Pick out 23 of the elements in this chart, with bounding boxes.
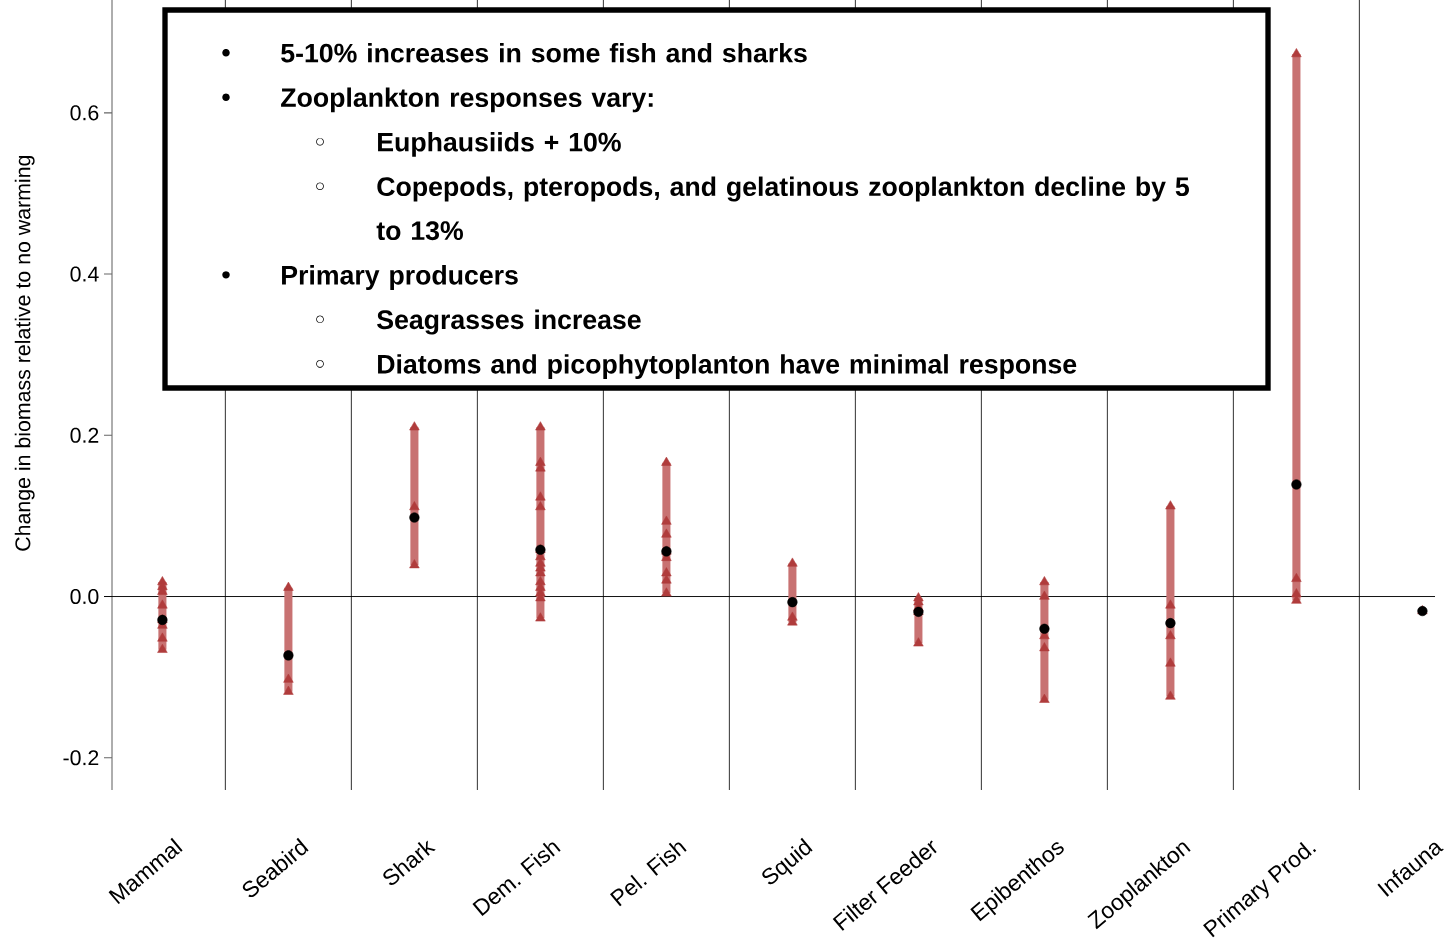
annotation: ○ xyxy=(316,360,324,368)
annotation: ● xyxy=(222,271,230,279)
y-tick-label: 0.4 xyxy=(70,266,99,282)
annotation: Primary producers xyxy=(282,265,518,290)
bar xyxy=(1292,54,1301,601)
annotation: Euphausiids + 10% xyxy=(378,132,621,157)
y-tick-label: 0.2 xyxy=(70,427,99,443)
x-tick-label: Pel. Fish xyxy=(609,842,687,907)
annotation: Zooplankton responses vary: xyxy=(281,87,653,113)
annotation: Seagrasses increase xyxy=(377,309,641,335)
annotation: ○ xyxy=(316,315,324,324)
y-tick-label: 0.0 xyxy=(70,588,99,605)
annotation: ● xyxy=(222,49,230,57)
annotation: ○ xyxy=(316,137,324,146)
y-axis-title: Change in biomass relative to no warming xyxy=(14,155,35,551)
x-tick-label: Dem. Fish xyxy=(472,842,561,916)
annotation: Copepods, pteropods, and gelatinous zooplankton decline by 5 to 13% xyxy=(376,176,1189,241)
annotation: 5-10% increases in some fish and sharks xyxy=(281,42,807,63)
y-tick-label: -0.2 xyxy=(63,750,99,766)
annotation: ○ xyxy=(316,182,324,191)
annotation: ● xyxy=(222,93,230,102)
annotation: Diatoms and picophytoplanton have minimal response xyxy=(378,354,1077,379)
y-tick-label: 0.6 xyxy=(70,105,99,121)
